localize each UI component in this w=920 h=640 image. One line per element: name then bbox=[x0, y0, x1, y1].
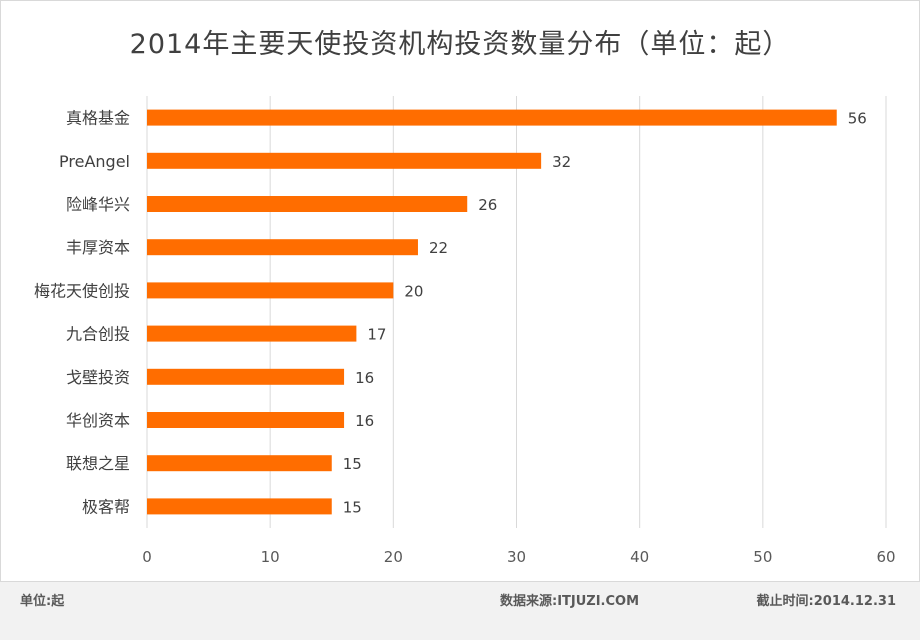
category-label: 真格基金 bbox=[66, 109, 130, 128]
value-label: 15 bbox=[343, 498, 362, 516]
category-label: 极客帮 bbox=[82, 497, 130, 516]
category-label: 九合创投 bbox=[66, 325, 130, 344]
category-label: 戈壁投资 bbox=[66, 368, 130, 387]
value-label: 17 bbox=[367, 326, 386, 344]
bar-chart: 真格基金 PreAngel 险峰华兴丰厚资本梅花天使创投九合创投戈壁投资华创资本联想… bbox=[34, 96, 896, 566]
category-label: PreAngel bbox=[59, 152, 130, 171]
category-label: 梅花天使创投 bbox=[34, 281, 130, 300]
bar bbox=[147, 455, 332, 472]
bars bbox=[147, 109, 837, 515]
x-tick-label: 20 bbox=[384, 548, 403, 566]
value-label: 56 bbox=[848, 110, 867, 128]
value-label: 16 bbox=[355, 412, 374, 430]
x-tick-labels: 0 10 20 30 40 50 60 bbox=[142, 548, 895, 566]
bar bbox=[147, 412, 345, 428]
category-label: 联想之星 bbox=[66, 454, 130, 473]
bar bbox=[147, 196, 468, 212]
bar bbox=[147, 325, 357, 342]
value-label: 22 bbox=[429, 239, 448, 257]
category-label: 险峰华兴 bbox=[66, 195, 130, 214]
category-labels: 真格基金 PreAngel 险峰华兴丰厚资本梅花天使创投九合创投戈壁投资华创资本联想… bbox=[34, 109, 130, 517]
x-tick-label: 30 bbox=[507, 548, 526, 566]
chart-title: 2014年主要天使投资机构投资数量分布（单位：起） bbox=[129, 29, 791, 60]
value-label: 26 bbox=[478, 196, 497, 214]
footer-source: 数据来源:ITJUZI.COM bbox=[500, 594, 640, 609]
value-label: 16 bbox=[355, 369, 374, 387]
bar bbox=[147, 239, 418, 256]
value-label: 20 bbox=[404, 282, 423, 300]
x-tick-label: 10 bbox=[261, 548, 280, 566]
bar bbox=[147, 282, 394, 299]
value-label: 15 bbox=[343, 455, 362, 473]
value-label: 32 bbox=[552, 153, 571, 171]
bar bbox=[147, 498, 332, 515]
bar bbox=[147, 368, 345, 385]
bar bbox=[147, 109, 837, 126]
x-tick-label: 0 bbox=[142, 548, 152, 566]
value-labels: 56 32 26 22 20 17 16 16 15 15 bbox=[343, 110, 867, 517]
category-label: 华创资本 bbox=[66, 411, 130, 430]
x-tick-label: 60 bbox=[876, 548, 895, 566]
category-label: 丰厚资本 bbox=[66, 238, 130, 257]
bar bbox=[147, 152, 542, 169]
x-tick-label: 40 bbox=[630, 548, 649, 566]
x-tick-label: 50 bbox=[753, 548, 772, 566]
footer-date: 截止时间:2014.12.31 bbox=[756, 594, 896, 609]
footer-unit: 单位:起 bbox=[20, 594, 65, 609]
